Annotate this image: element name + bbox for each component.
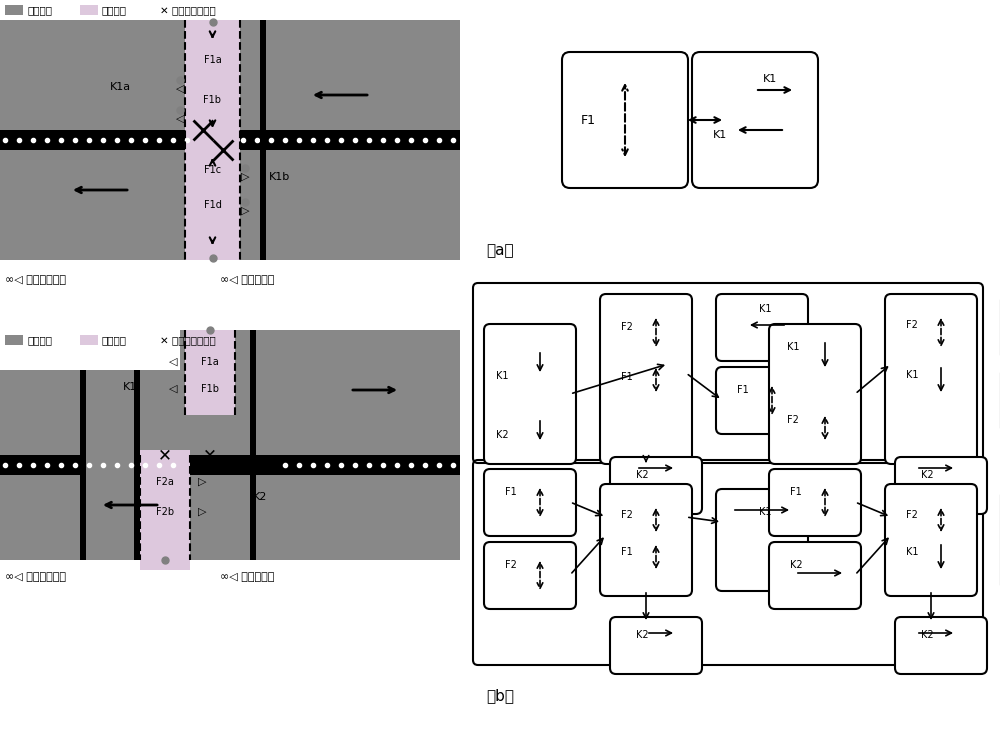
Text: F1: F1 <box>580 113 596 126</box>
Bar <box>140 450 190 570</box>
FancyBboxPatch shape <box>484 469 576 536</box>
Text: ◁: ◁ <box>169 384 177 394</box>
Text: ✕: ✕ <box>203 446 217 464</box>
Bar <box>5 335 23 345</box>
Text: ✕: ✕ <box>158 446 172 464</box>
Text: F1b: F1b <box>204 95 222 105</box>
Text: K1a: K1a <box>109 82 131 92</box>
Text: F1: F1 <box>505 487 517 497</box>
Text: F1: F1 <box>621 547 633 557</box>
Text: K2: K2 <box>636 470 649 480</box>
FancyBboxPatch shape <box>716 367 808 434</box>
Text: F2: F2 <box>787 415 799 425</box>
Text: F2b: F2b <box>156 507 174 517</box>
Text: ▷: ▷ <box>198 507 206 517</box>
Text: F1a: F1a <box>201 357 219 367</box>
Text: K1: K1 <box>906 547 918 557</box>
Text: K1b: K1b <box>269 172 291 182</box>
FancyBboxPatch shape <box>895 617 987 674</box>
Text: F1: F1 <box>621 372 633 382</box>
FancyBboxPatch shape <box>716 489 808 591</box>
Bar <box>180 330 460 370</box>
FancyBboxPatch shape <box>610 457 702 514</box>
Text: ∞◁ 行人信号灯: ∞◁ 行人信号灯 <box>220 572 274 582</box>
Text: K2: K2 <box>921 630 934 640</box>
Text: K1: K1 <box>760 304 772 314</box>
FancyBboxPatch shape <box>885 294 977 464</box>
FancyBboxPatch shape <box>885 484 977 596</box>
FancyBboxPatch shape <box>484 542 576 609</box>
FancyBboxPatch shape <box>600 484 692 596</box>
Text: ◁: ◁ <box>169 357 177 367</box>
Text: （b）: （b） <box>486 688 514 703</box>
Bar <box>260 20 266 260</box>
Text: K1: K1 <box>763 74 777 84</box>
Text: K1: K1 <box>787 342 800 352</box>
Text: F2: F2 <box>621 322 633 332</box>
Bar <box>80 335 98 345</box>
Text: ∞◁ 行人信号灯: ∞◁ 行人信号灯 <box>220 275 274 285</box>
Text: K2: K2 <box>636 630 649 640</box>
Bar <box>5 5 23 15</box>
Text: F1b: F1b <box>201 384 219 394</box>
FancyBboxPatch shape <box>484 324 576 464</box>
Text: K2: K2 <box>496 430 508 440</box>
Text: K1: K1 <box>906 370 918 380</box>
FancyBboxPatch shape <box>610 617 702 674</box>
Bar <box>0 130 460 150</box>
Bar <box>80 370 140 560</box>
Text: 机动车道: 机动车道 <box>27 5 52 15</box>
Text: F2: F2 <box>505 560 517 570</box>
Bar <box>0 20 460 260</box>
Text: ∞◁ 机动车信号灯: ∞◁ 机动车信号灯 <box>5 275 66 285</box>
Text: ✕ 行人过街安全岛: ✕ 行人过街安全岛 <box>160 335 216 345</box>
Text: F1: F1 <box>737 385 749 395</box>
FancyBboxPatch shape <box>895 457 987 514</box>
FancyBboxPatch shape <box>769 324 861 464</box>
Text: F1a: F1a <box>204 55 221 65</box>
Text: （a）: （a） <box>486 243 514 258</box>
Bar <box>0 370 460 560</box>
Text: ◁: ◁ <box>176 114 184 124</box>
Text: F1c: F1c <box>204 165 221 175</box>
FancyBboxPatch shape <box>716 294 808 361</box>
Bar <box>0 455 460 475</box>
Text: F2: F2 <box>621 510 633 520</box>
Bar <box>86 370 134 560</box>
Text: ◁: ◁ <box>176 84 184 94</box>
Text: K1: K1 <box>713 130 727 140</box>
Text: F1d: F1d <box>204 200 221 210</box>
Text: 机动车道: 机动车道 <box>27 335 52 345</box>
Bar <box>250 330 256 560</box>
FancyBboxPatch shape <box>562 52 688 188</box>
Text: K2: K2 <box>790 560 803 570</box>
Text: K1: K1 <box>496 371 508 381</box>
FancyBboxPatch shape <box>600 294 692 464</box>
Text: F2a: F2a <box>156 477 174 487</box>
Text: ▷: ▷ <box>241 206 249 216</box>
Text: K2: K2 <box>921 470 934 480</box>
Text: K1: K1 <box>760 507 772 517</box>
FancyBboxPatch shape <box>692 52 818 188</box>
Text: ▷: ▷ <box>241 172 249 182</box>
Text: ▷: ▷ <box>198 477 206 487</box>
Text: 人行横道: 人行横道 <box>102 5 127 15</box>
Text: F2: F2 <box>906 510 918 520</box>
Text: F1: F1 <box>790 487 802 497</box>
Text: F2: F2 <box>906 320 918 330</box>
Bar <box>185 20 240 260</box>
Bar <box>80 5 98 15</box>
Text: ∞◁ 机动车信号灯: ∞◁ 机动车信号灯 <box>5 572 66 582</box>
Text: K1: K1 <box>123 382 137 392</box>
Text: 人行横道: 人行横道 <box>102 335 127 345</box>
FancyBboxPatch shape <box>769 469 861 536</box>
FancyBboxPatch shape <box>769 542 861 609</box>
Text: ✕ 行人过街安全岛: ✕ 行人过街安全岛 <box>160 5 216 15</box>
Bar <box>185 330 235 415</box>
Text: K2: K2 <box>253 492 267 502</box>
